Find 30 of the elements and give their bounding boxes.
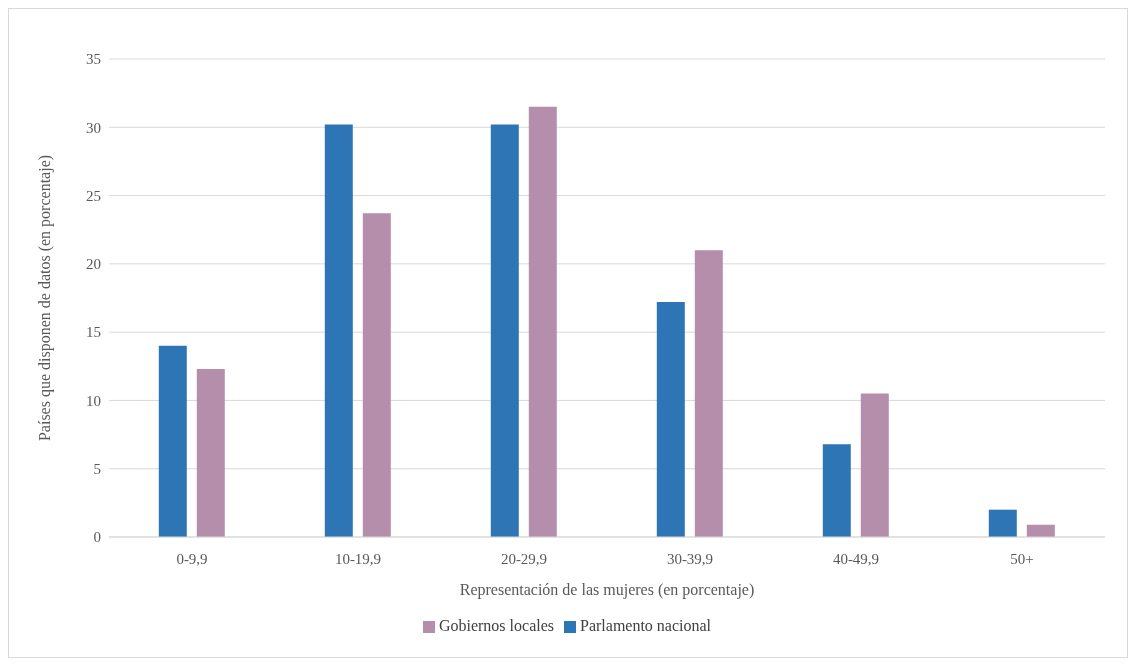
bar [822, 444, 851, 537]
y-tick-label: 20 [86, 256, 101, 273]
x-axis-title: Representación de las mujeres (en porcentaje) [459, 581, 755, 599]
bar [490, 124, 519, 537]
y-tick-label: 30 [86, 119, 101, 136]
y-axis-title: Países que disponen de datos (en porcentaje) [35, 154, 54, 442]
bar [1026, 524, 1055, 537]
y-tick-label: 15 [86, 324, 101, 341]
y-tick-label: 35 [86, 51, 101, 68]
legend-label: Gobiernos locales [438, 617, 554, 634]
bar [694, 250, 723, 537]
y-tick-label: 10 [86, 392, 101, 409]
x-tick-label: 10-19,9 [334, 550, 382, 567]
x-tick-label: 50+ [1010, 550, 1034, 567]
y-tick-label: 25 [86, 187, 101, 204]
bar [196, 369, 225, 537]
bar [324, 124, 353, 537]
bar [528, 106, 557, 537]
bar [656, 302, 685, 537]
bar [362, 213, 391, 537]
x-tick-label: 20-29,9 [500, 550, 548, 567]
x-tick-label: 0-9,9 [176, 550, 208, 567]
y-tick-label: 0 [93, 529, 101, 546]
bar [988, 509, 1017, 537]
y-tick-label: 5 [93, 461, 101, 478]
bar [860, 393, 889, 537]
legend-label: Parlamento nacional [580, 617, 712, 634]
x-tick-label: 30-39,9 [666, 550, 714, 567]
bar [158, 345, 187, 537]
x-tick-label: 40-49,9 [832, 550, 880, 567]
